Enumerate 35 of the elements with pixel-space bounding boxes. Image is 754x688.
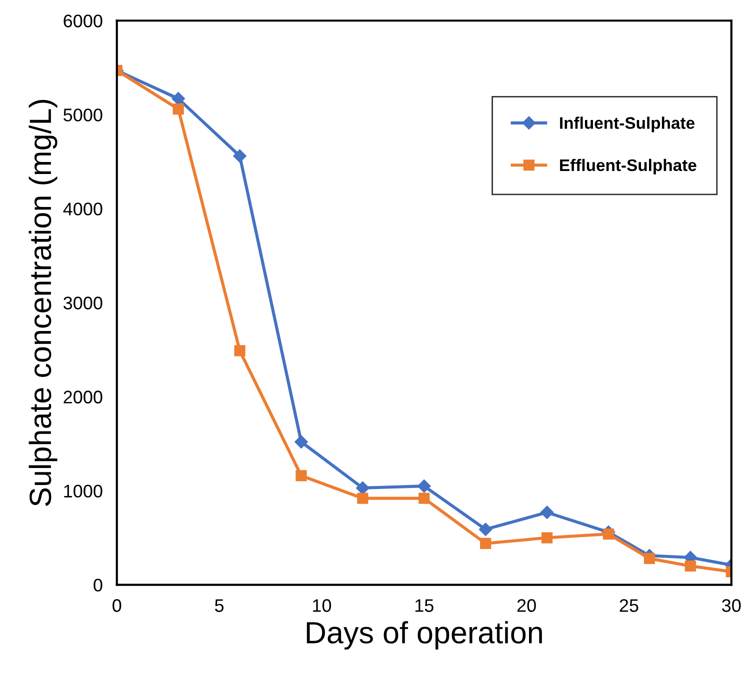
y-tick-label: 4000 — [63, 202, 102, 216]
y-tick-label: 3000 — [64, 296, 102, 310]
point — [294, 435, 308, 448]
y-tick-label: 2000 — [64, 390, 102, 404]
point — [540, 506, 554, 519]
y-axis-title: Sulphate concentration (mg/L) — [28, 100, 58, 506]
y-tick-label: 5000 — [64, 108, 102, 122]
point — [296, 470, 307, 482]
point — [233, 149, 246, 163]
x-tick-label: 30 — [722, 599, 741, 612]
point — [356, 481, 370, 495]
y-tick-label: 6000 — [64, 14, 102, 28]
y-tick-label: 0 — [94, 578, 102, 592]
point — [234, 345, 246, 356]
x-tick-label: 5 — [214, 599, 224, 612]
x-tick-label: 10 — [313, 599, 332, 612]
legend-label: Effluent-Sulphate — [560, 158, 696, 174]
x-axis-title: Days of operation — [306, 621, 542, 650]
x-tick-label: 25 — [620, 599, 638, 612]
y-tick-label: 1000 — [64, 484, 102, 498]
point — [172, 103, 184, 115]
legend-label: Influent-Sulphate — [560, 116, 694, 132]
point — [541, 532, 553, 544]
point — [602, 528, 614, 540]
x-tick-label: 20 — [517, 599, 536, 612]
point — [478, 522, 492, 536]
x-tick-label: 0 — [112, 599, 122, 612]
point — [172, 92, 185, 106]
point — [418, 479, 431, 493]
point — [684, 560, 696, 572]
point — [644, 552, 655, 564]
point — [418, 492, 430, 504]
point — [480, 538, 492, 549]
x-tick-label: 15 — [415, 599, 434, 612]
point — [357, 492, 368, 504]
